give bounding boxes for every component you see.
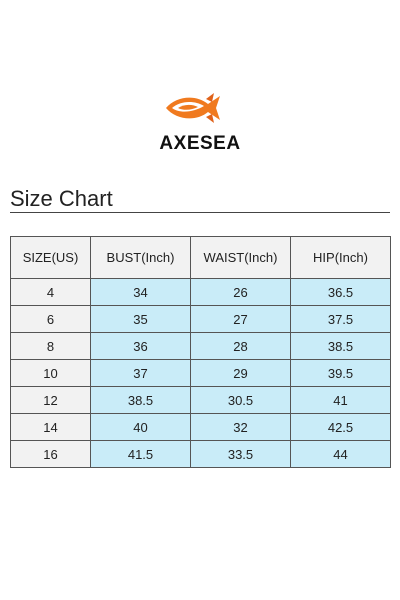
table-header-row: SIZE(US) BUST(Inch) WAIST(Inch) HIP(Inch… [10,236,391,279]
table-row: 10 37 29 39.5 [10,359,391,387]
waist-cell: 30.5 [190,386,291,414]
bust-cell: 37 [90,359,191,387]
size-cell: 8 [10,332,91,360]
waist-cell: 33.5 [190,440,291,468]
header-hip: HIP(Inch) [290,236,391,279]
waist-cell: 28 [190,332,291,360]
waist-cell: 26 [190,278,291,306]
bust-cell: 35 [90,305,191,333]
hip-cell: 37.5 [290,305,391,333]
bust-cell: 38.5 [90,386,191,414]
title-divider [10,212,390,213]
header-size: SIZE(US) [10,236,91,279]
hip-cell: 38.5 [290,332,391,360]
hip-cell: 41 [290,386,391,414]
brand-logo [0,90,400,126]
size-chart-table: SIZE(US) BUST(Inch) WAIST(Inch) HIP(Inch… [10,236,391,468]
table-row: 8 36 28 38.5 [10,332,391,360]
hip-cell: 36.5 [290,278,391,306]
size-cell: 14 [10,413,91,441]
hip-cell: 42.5 [290,413,391,441]
table-row: 12 38.5 30.5 41 [10,386,391,414]
hip-cell: 44 [290,440,391,468]
size-cell: 10 [10,359,91,387]
size-cell: 6 [10,305,91,333]
table-row: 6 35 27 37.5 [10,305,391,333]
size-cell: 12 [10,386,91,414]
fish-logo-icon [166,93,220,123]
waist-cell: 32 [190,413,291,441]
table-row: 16 41.5 33.5 44 [10,440,391,468]
header-waist: WAIST(Inch) [190,236,291,279]
header-bust: BUST(Inch) [90,236,191,279]
bust-cell: 41.5 [90,440,191,468]
waist-cell: 29 [190,359,291,387]
page-title: Size Chart [10,186,113,211]
bust-cell: 34 [90,278,191,306]
waist-cell: 27 [190,305,291,333]
size-cell: 16 [10,440,91,468]
size-cell: 4 [10,278,91,306]
bust-cell: 36 [90,332,191,360]
table-row: 14 40 32 42.5 [10,413,391,441]
hip-cell: 39.5 [290,359,391,387]
table-row: 4 34 26 36.5 [10,278,391,306]
bust-cell: 40 [90,413,191,441]
brand-name: AXESEA [159,133,241,154]
